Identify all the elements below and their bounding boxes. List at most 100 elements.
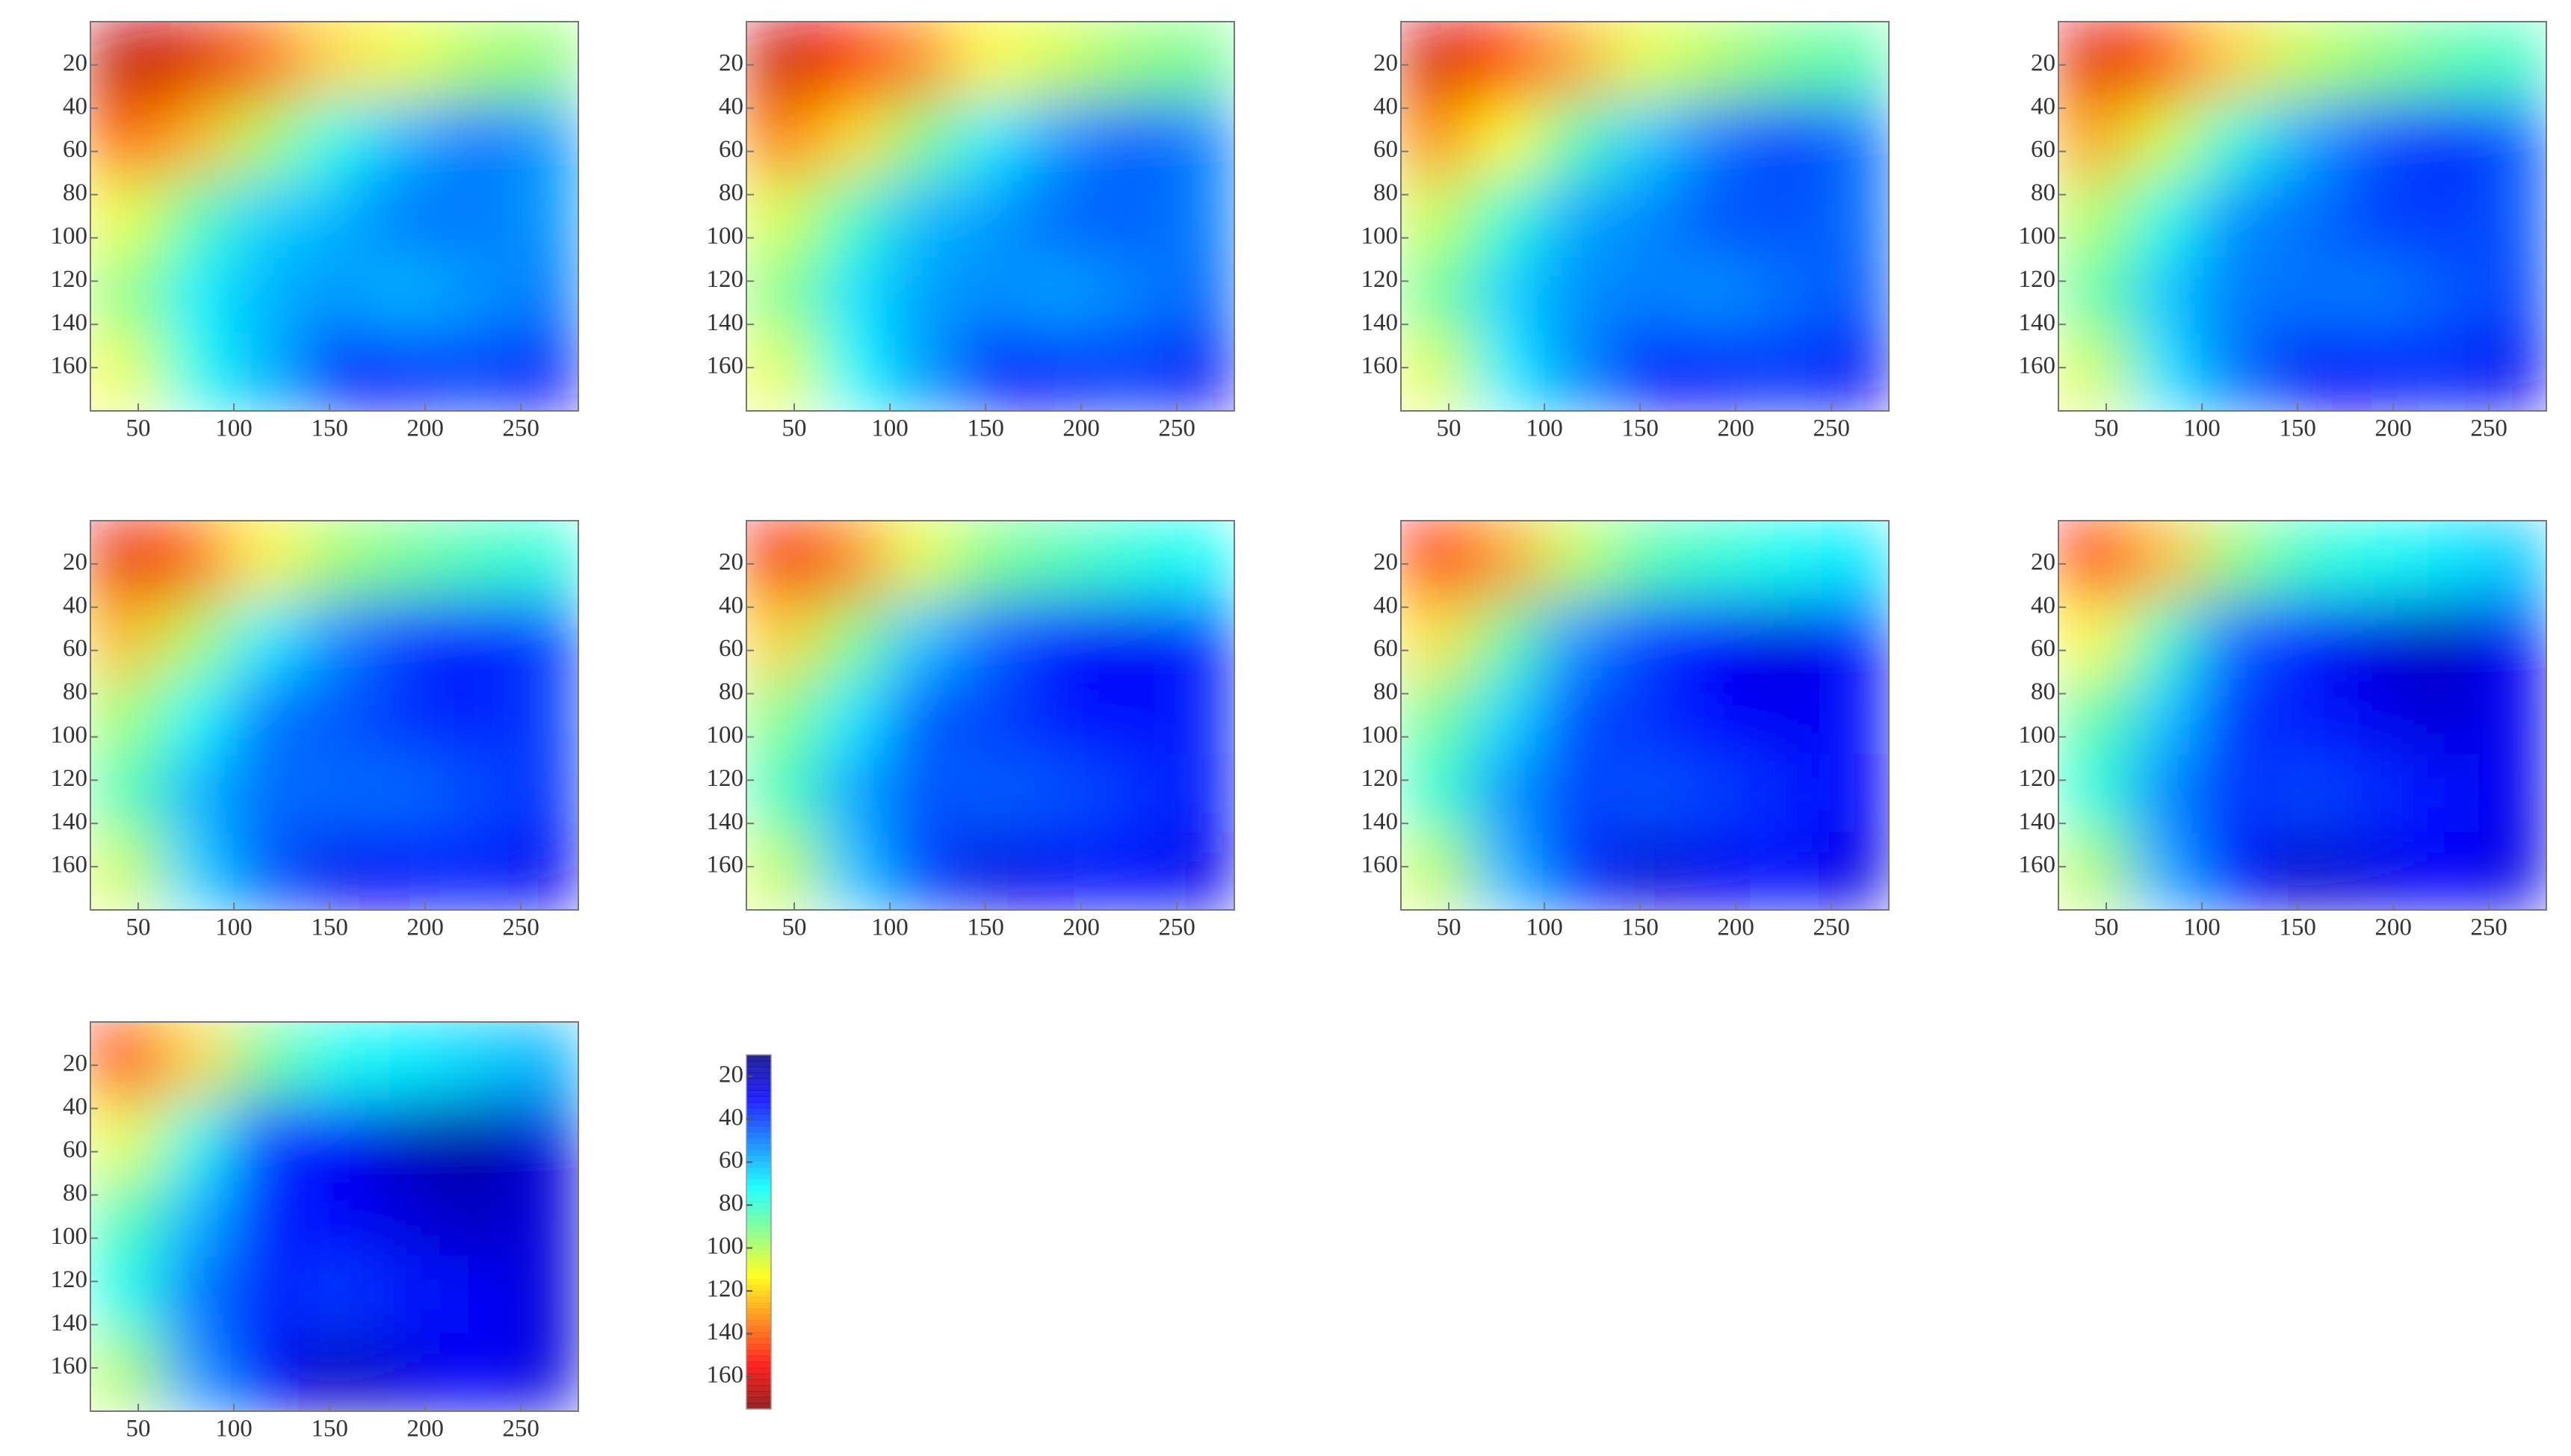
heatmap-cell [955,521,1026,599]
heatmap-cell [1609,177,1680,256]
heatmap-cell [439,598,510,677]
colorbar-step [746,1155,771,1162]
heatmap-cell [2128,332,2199,411]
heatmap-cell [1540,521,1611,599]
heatmap-cell [90,676,161,755]
heatmap-cell [885,521,956,599]
heatmap-cell [1609,598,1680,677]
heatmap-cell [955,177,1026,256]
axes-frame [1400,520,1890,911]
x-tick-label: 50 [782,415,807,442]
heatmap-cell [816,754,887,833]
colorbar-step [746,1119,771,1127]
heatmap-cell [1819,521,1889,599]
heatmap-cells [90,521,578,910]
heatmap-cell [2407,332,2478,411]
x-tick-label: 200 [1717,415,1754,442]
heatmap-cell [2337,676,2407,755]
heatmap-cell [1680,177,1750,256]
x-tick-label: 50 [126,1416,151,1443]
colorbar-step [746,1143,771,1150]
heatmap-cell [1540,177,1611,256]
heatmap-cell [1819,99,1889,178]
heatmap-cell [369,598,439,677]
y-tick-label: 40 [63,93,87,120]
y-tick-label: 140 [1361,808,1399,835]
heatmap-cell [229,332,300,411]
heatmap-cells [746,22,1234,411]
colorbar-step [746,1373,771,1381]
x-tick-label: 200 [406,914,444,941]
y-tick-label: 20 [63,548,87,575]
heatmap-cell [439,831,510,910]
heatmap-cell [955,332,1026,411]
heatmap-cell [1025,598,1095,677]
heatmap-cell [2058,754,2129,833]
colorbar-step [746,1072,771,1079]
heatmap-cell [439,521,510,599]
heatmap-cell [1095,99,1166,178]
heatmap-cell [508,332,578,411]
y-tick-label: 140 [2019,309,2056,336]
heatmap-cell [1095,177,1166,256]
colorbar-step [746,1137,771,1144]
axes-frame [2058,21,2547,412]
colorbar-step [746,1214,771,1221]
heatmap-cell [508,99,578,178]
heatmap-cell [229,1255,300,1334]
x-tick-label: 250 [502,1416,539,1443]
heatmap-clip [90,521,578,910]
heatmap-cell [1470,598,1541,677]
heatmap-cell [160,754,231,833]
heatmap-cell [229,1100,300,1178]
y-tick-label: 140 [51,808,88,835]
heatmap-cell [1819,754,1889,833]
y-tick-label: 100 [51,1223,88,1250]
colorbar-step [746,1308,771,1316]
y-tick-label: 160 [51,353,88,380]
heatmap-cell [160,676,231,755]
x-tick-label: 200 [2374,415,2412,442]
heatmap-cell [2197,177,2268,256]
heatmap-clip [90,22,578,411]
heatmap-cell [1025,22,1095,100]
heatmap-cell [2407,255,2478,334]
heatmap-cell [2267,255,2338,334]
heatmap-cell [1680,99,1750,178]
heatmap-cell [1401,598,1471,677]
y-tick-label: 80 [719,678,743,705]
heatmap-cells [1401,521,1889,910]
y-tick-label: 120 [1361,266,1399,293]
x-tick-label: 250 [1813,914,1850,941]
heatmap-cell [90,1333,161,1411]
y-tick-label: 140 [1361,309,1399,336]
heatmap-cell [160,1022,231,1100]
y-tick-label: 60 [1373,136,1398,163]
heatmap-cell [955,99,1026,178]
colorbar-step [746,1190,771,1198]
colorbar: 20 40 60 80 100 120 140 160 [707,1054,772,1410]
heatmap-cell [746,754,817,833]
y-tick-label: 160 [1361,353,1399,380]
x-tick-label: 150 [311,415,348,442]
heatmap-cell [2197,676,2268,755]
heatmap-cell [1540,676,1611,755]
x-tick-label: 250 [1158,415,1195,442]
y-tick-label: 60 [63,136,87,163]
heatmap-cells [1401,22,1889,411]
heatmap-cell [1095,521,1166,599]
heatmap-cell [1470,22,1541,100]
heatmap-cell [2337,754,2407,833]
heatmap-cell [439,754,510,833]
colorbar-step [746,1237,771,1245]
heatmap-cell [2267,521,2338,599]
colorbar-step [746,1350,771,1357]
heatmap-clip [746,22,1234,411]
heatmap-cell [299,177,370,256]
heatmap-cell [1095,676,1166,755]
x-tick-label: 250 [502,415,539,442]
heatmap-cell [90,831,161,910]
heatmap-cell [2197,99,2268,178]
x-tick-label: 200 [2374,914,2412,941]
